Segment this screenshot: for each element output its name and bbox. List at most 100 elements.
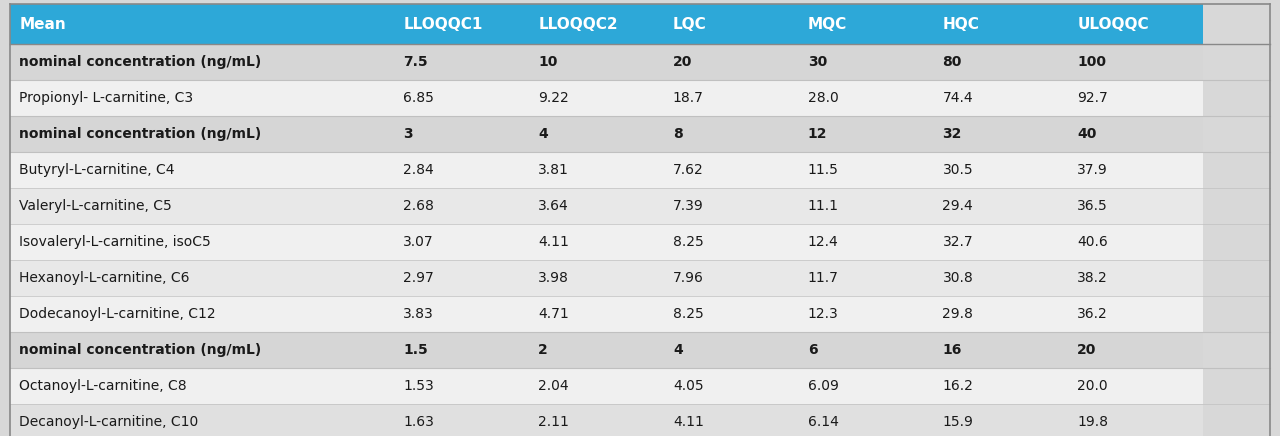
Bar: [394, 152, 529, 188]
Text: 3.98: 3.98: [538, 271, 570, 285]
Text: 2.84: 2.84: [403, 164, 434, 177]
Bar: [933, 188, 1069, 225]
Text: HQC: HQC: [942, 17, 979, 32]
Bar: [1069, 4, 1203, 44]
Bar: [394, 188, 529, 225]
Bar: [10, 116, 394, 152]
Text: LQC: LQC: [673, 17, 707, 32]
Bar: [933, 260, 1069, 296]
Bar: [529, 296, 664, 332]
Text: 11.7: 11.7: [808, 271, 838, 285]
Bar: [10, 152, 394, 188]
Bar: [529, 4, 664, 44]
Bar: [394, 4, 529, 44]
Bar: [10, 404, 394, 436]
Bar: [10, 225, 394, 260]
Text: 6.14: 6.14: [808, 416, 838, 429]
Text: Mean: Mean: [19, 17, 67, 32]
Bar: [799, 44, 933, 80]
Text: 3: 3: [403, 127, 413, 141]
Bar: [394, 44, 529, 80]
Text: 1.63: 1.63: [403, 416, 434, 429]
Bar: [933, 152, 1069, 188]
Text: 30: 30: [808, 55, 827, 69]
Bar: [1069, 116, 1203, 152]
Bar: [529, 368, 664, 404]
Bar: [394, 260, 529, 296]
Text: Dodecanoyl-L-carnitine, C12: Dodecanoyl-L-carnitine, C12: [19, 307, 216, 321]
Text: 19.8: 19.8: [1078, 416, 1108, 429]
Bar: [529, 404, 664, 436]
Text: 20: 20: [673, 55, 692, 69]
Bar: [799, 80, 933, 116]
Text: 1.53: 1.53: [403, 379, 434, 393]
Text: 36.5: 36.5: [1078, 199, 1108, 213]
Text: 32: 32: [942, 127, 961, 141]
Bar: [1069, 260, 1203, 296]
Bar: [10, 260, 394, 296]
Bar: [933, 404, 1069, 436]
Text: 30.8: 30.8: [942, 271, 973, 285]
Bar: [1069, 44, 1203, 80]
Text: Butyryl-L-carnitine, C4: Butyryl-L-carnitine, C4: [19, 164, 175, 177]
Text: Propionyl- L-carnitine, C3: Propionyl- L-carnitine, C3: [19, 92, 193, 106]
Bar: [1069, 332, 1203, 368]
Text: 92.7: 92.7: [1078, 92, 1108, 106]
Bar: [1069, 296, 1203, 332]
Text: 12: 12: [808, 127, 827, 141]
Bar: [394, 80, 529, 116]
Bar: [394, 332, 529, 368]
Text: 6: 6: [808, 344, 818, 358]
Text: 40: 40: [1078, 127, 1097, 141]
Text: 74.4: 74.4: [942, 92, 973, 106]
Text: 7.39: 7.39: [673, 199, 704, 213]
Text: 20.0: 20.0: [1078, 379, 1108, 393]
Bar: [664, 44, 799, 80]
Bar: [664, 80, 799, 116]
Text: 4.11: 4.11: [538, 235, 570, 249]
Bar: [933, 225, 1069, 260]
Bar: [799, 260, 933, 296]
Bar: [664, 368, 799, 404]
Text: Hexanoyl-L-carnitine, C6: Hexanoyl-L-carnitine, C6: [19, 271, 189, 285]
Bar: [1069, 368, 1203, 404]
Bar: [933, 332, 1069, 368]
Bar: [933, 44, 1069, 80]
Text: nominal concentration (ng/mL): nominal concentration (ng/mL): [19, 344, 261, 358]
Bar: [1069, 225, 1203, 260]
Text: 8.25: 8.25: [673, 235, 704, 249]
Text: 11.1: 11.1: [808, 199, 838, 213]
Text: 37.9: 37.9: [1078, 164, 1108, 177]
Text: 8: 8: [673, 127, 682, 141]
Text: 18.7: 18.7: [673, 92, 704, 106]
Bar: [799, 116, 933, 152]
Text: 7.5: 7.5: [403, 55, 428, 69]
Bar: [10, 4, 394, 44]
Text: 6.85: 6.85: [403, 92, 434, 106]
Bar: [394, 116, 529, 152]
Text: 7.96: 7.96: [673, 271, 704, 285]
Bar: [799, 152, 933, 188]
Bar: [10, 44, 394, 80]
Text: 2.97: 2.97: [403, 271, 434, 285]
Text: MQC: MQC: [808, 17, 847, 32]
Text: 3.64: 3.64: [538, 199, 568, 213]
Text: 4: 4: [538, 127, 548, 141]
Text: 8.25: 8.25: [673, 307, 704, 321]
Bar: [933, 4, 1069, 44]
Text: 32.7: 32.7: [942, 235, 973, 249]
Text: Isovaleryl-L-carnitine, isoC5: Isovaleryl-L-carnitine, isoC5: [19, 235, 211, 249]
Text: 7.62: 7.62: [673, 164, 704, 177]
Text: 16: 16: [942, 344, 961, 358]
Bar: [664, 296, 799, 332]
Bar: [799, 225, 933, 260]
Bar: [394, 368, 529, 404]
Text: 40.6: 40.6: [1078, 235, 1108, 249]
Text: ULOQQC: ULOQQC: [1078, 17, 1149, 32]
Text: 28.0: 28.0: [808, 92, 838, 106]
Bar: [664, 188, 799, 225]
Bar: [933, 80, 1069, 116]
Text: 30.5: 30.5: [942, 164, 973, 177]
Bar: [529, 188, 664, 225]
Text: 2.68: 2.68: [403, 199, 434, 213]
